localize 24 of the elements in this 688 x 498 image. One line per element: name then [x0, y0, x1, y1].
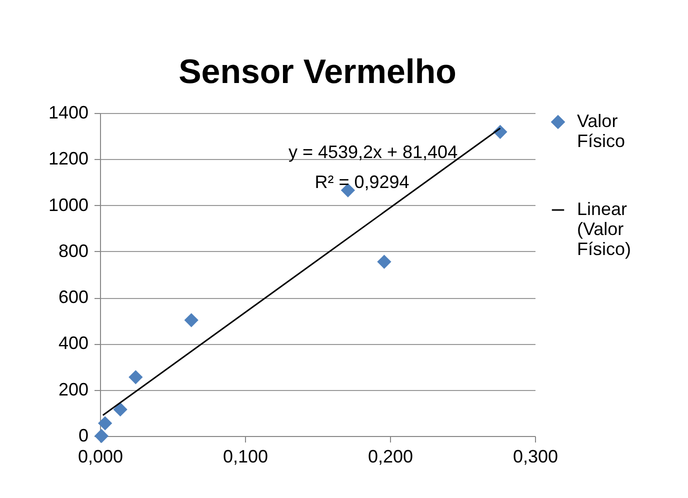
y-tick-label: 200: [58, 379, 88, 400]
x-tick-label: 0,000: [78, 446, 124, 466]
point: [184, 313, 198, 328]
point: [113, 402, 128, 417]
point: [377, 254, 392, 269]
y-tick-label: 1000: [48, 194, 88, 215]
y-tick-label: 600: [58, 287, 88, 308]
y-tick-label: 800: [58, 240, 88, 261]
annotation: y = 4539,2x + 81,404: [288, 142, 458, 162]
point: [340, 183, 356, 198]
point: [128, 370, 143, 384]
y-tick-label: 0: [78, 426, 88, 446]
legend-label: Valor Físico: [577, 111, 626, 151]
x-tick-label: 0,200: [368, 446, 414, 466]
point: [98, 416, 112, 430]
point: [94, 428, 109, 444]
x-tick-label: 0,100: [222, 446, 268, 466]
y-tick-label: 1400: [48, 102, 88, 122]
x-tick-label: 0,300: [512, 446, 558, 466]
annotation: R² = 0,9294: [314, 172, 410, 192]
y-tick-label: 400: [58, 333, 88, 354]
legend-label: Linear (Valor Físico): [577, 199, 631, 259]
chart-title: Sensor Vermelho: [178, 53, 456, 91]
y-tick-label: 1200: [48, 148, 88, 169]
